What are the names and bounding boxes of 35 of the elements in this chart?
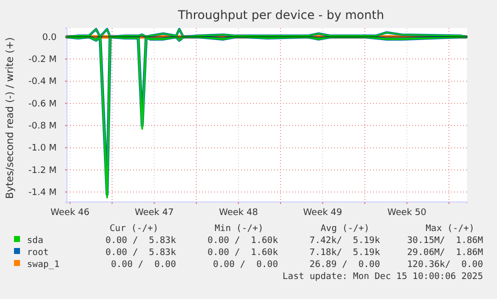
y-tick-label: -0.2 M	[28, 54, 57, 65]
y-tick-label: -1.4 M	[28, 188, 57, 198]
text: 29.06M/ 1.86M	[407, 248, 484, 258]
text: Min (-/+)	[214, 224, 264, 234]
text: 0.00 / 1.60k	[208, 248, 279, 258]
x-tick-label: Week 47	[134, 208, 174, 218]
text: Last update: Mon Dec 15 10:00:06 2025	[282, 272, 483, 282]
text: 0.00 / 5.83k	[106, 236, 177, 246]
y-tick-label: -1.0 M	[28, 144, 57, 154]
text: 30.15M/ 1.86M	[407, 236, 484, 246]
y-tick-label: -1.2 M	[28, 166, 57, 176]
chart-title: Throughput per device - by month	[176, 8, 384, 22]
x-tick-label: Week 50	[387, 208, 427, 218]
text: 0.00 / 1.60k	[208, 236, 279, 246]
legend-label: root	[27, 248, 49, 258]
y-axis-title: Bytes/second read (-) / write (+)	[5, 37, 16, 199]
text: Max (-/+)	[426, 224, 474, 234]
text: 7.18k/ 5.19k	[310, 248, 381, 258]
y-tick-label: -0.4 M	[28, 77, 57, 88]
legend-label: swap_1	[27, 260, 60, 270]
y-tick-label: 0.0	[42, 32, 57, 43]
y-tick-label: -0.8 M	[28, 121, 57, 132]
text: 0.00 / 0.00	[212, 260, 278, 270]
x-tick-label: Week 49	[303, 208, 342, 218]
x-tick-label: Week 48	[218, 208, 258, 218]
text: 26.89 / 0.00	[310, 260, 380, 270]
legend-label: sda	[27, 236, 44, 246]
text: Cur (-/+)	[110, 224, 158, 234]
x-tick-label: Week 46	[50, 208, 90, 218]
text: 0.00 / 0.00	[110, 260, 176, 270]
text: 7.42k/ 5.19k	[310, 236, 381, 246]
text: 0.00 / 5.83k	[106, 248, 177, 258]
text: 120.36k/ 0.00	[407, 260, 483, 270]
text: Avg (-/+)	[320, 224, 370, 234]
y-tick-label: -0.6 M	[28, 99, 57, 110]
